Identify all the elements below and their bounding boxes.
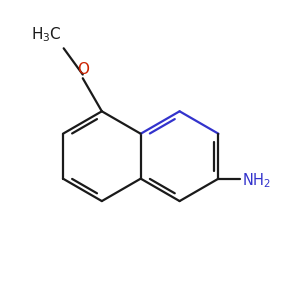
Text: NH$_2$: NH$_2$	[242, 171, 271, 190]
Text: H$_3$C: H$_3$C	[32, 25, 62, 44]
Text: O: O	[77, 62, 89, 77]
